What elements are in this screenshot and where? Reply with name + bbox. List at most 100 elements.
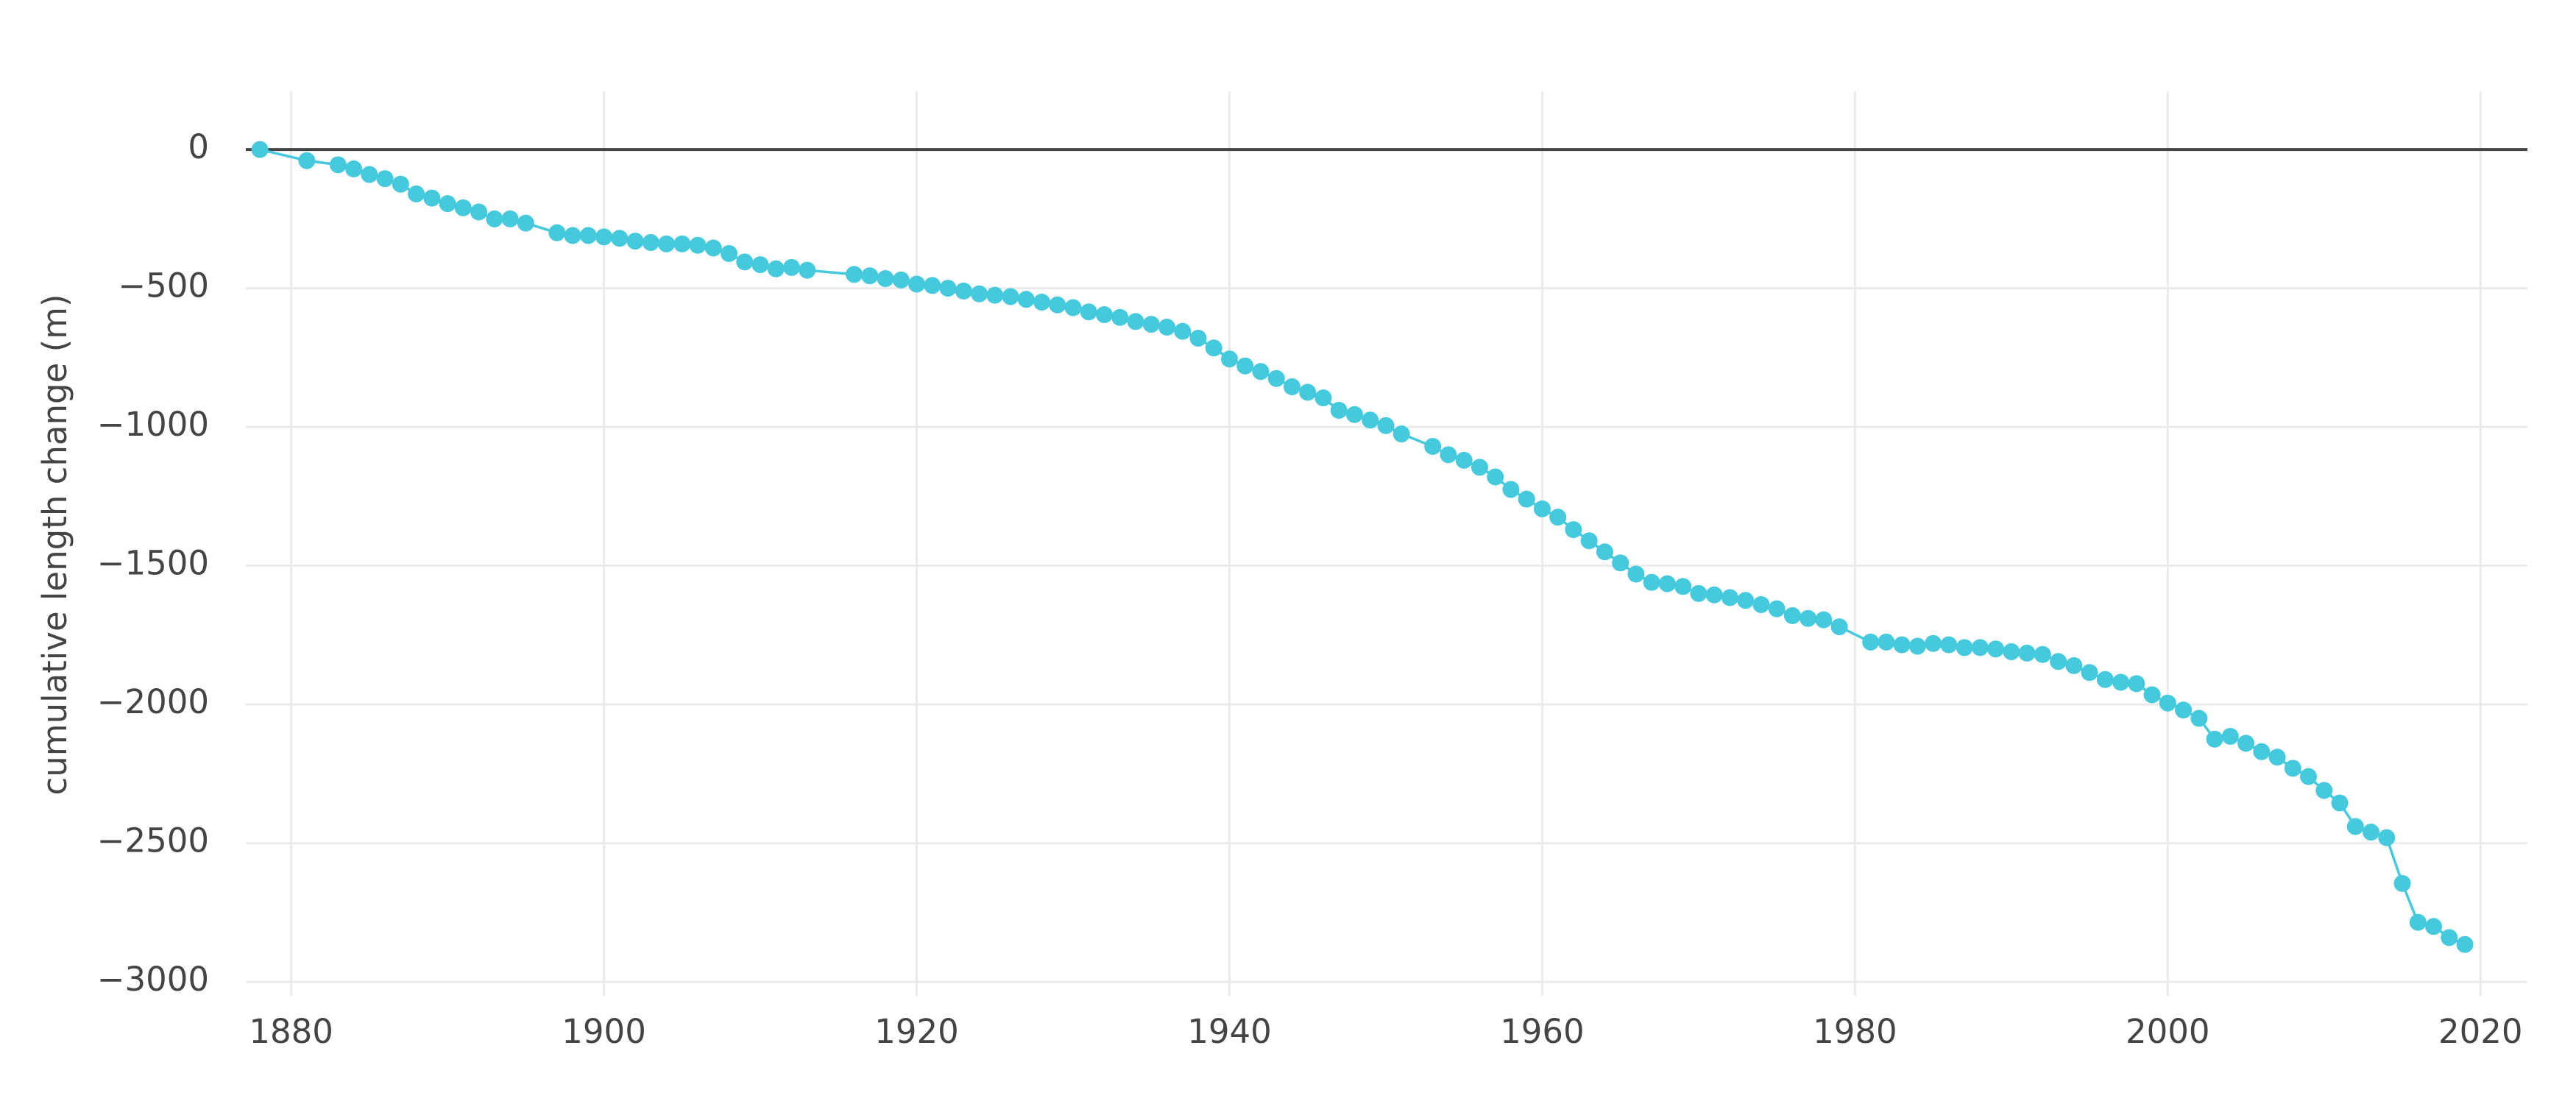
data-point xyxy=(361,166,378,183)
data-point xyxy=(1800,609,1817,627)
data-point xyxy=(2378,829,2396,846)
data-point xyxy=(2221,728,2239,746)
data-point xyxy=(1768,600,1786,618)
data-point xyxy=(2050,653,2067,670)
data-point xyxy=(721,245,738,263)
data-point xyxy=(1721,589,1738,606)
data-point xyxy=(955,282,972,300)
data-point xyxy=(1487,468,1504,486)
data-point xyxy=(642,233,659,251)
data-point xyxy=(2300,768,2318,785)
data-point xyxy=(2393,874,2411,892)
data-point xyxy=(470,203,488,221)
data-point xyxy=(1518,490,1535,508)
data-point xyxy=(1017,291,1035,308)
y-tick-label: −1500 xyxy=(97,544,209,583)
data-point xyxy=(564,227,581,244)
data-point xyxy=(1908,637,1926,655)
data-point xyxy=(298,152,316,169)
data-point xyxy=(439,195,456,213)
data-point xyxy=(501,210,519,227)
data-point xyxy=(846,266,863,283)
data-point xyxy=(783,258,801,276)
data-point xyxy=(423,189,441,207)
x-tick-label: 2020 xyxy=(2438,1012,2523,1051)
data-point xyxy=(986,286,1004,304)
data-point xyxy=(1956,639,1973,657)
data-point xyxy=(1345,406,1363,423)
data-point xyxy=(1862,633,1880,651)
data-point xyxy=(1189,330,1207,347)
y-tick-label: −500 xyxy=(118,266,209,305)
data-point xyxy=(2268,749,2286,766)
data-point xyxy=(1752,595,1770,613)
data-point xyxy=(1533,500,1551,517)
data-point xyxy=(1783,607,1801,625)
data-point xyxy=(2175,701,2193,719)
data-point xyxy=(1893,636,1911,654)
x-tick-label: 1940 xyxy=(1187,1012,1272,1051)
data-point xyxy=(548,224,566,241)
data-point xyxy=(1455,451,1473,469)
data-point xyxy=(1252,363,1270,381)
data-point xyxy=(2206,730,2223,748)
x-tick-label: 2000 xyxy=(2126,1012,2210,1051)
data-point xyxy=(251,141,269,158)
data-point xyxy=(658,235,676,252)
data-point xyxy=(1471,459,1488,476)
data-point xyxy=(799,261,816,279)
data-point xyxy=(1925,634,1942,652)
data-point xyxy=(2112,673,2130,691)
data-point xyxy=(2425,918,2443,935)
y-axis-label: cumulative length change (m) xyxy=(35,294,74,795)
data-point xyxy=(751,256,769,274)
data-point xyxy=(1362,411,1379,429)
data-point xyxy=(1878,633,1895,651)
data-point xyxy=(1142,316,1160,333)
data-point xyxy=(392,175,409,193)
y-tick-label: −2000 xyxy=(97,682,209,721)
data-point xyxy=(1033,294,1050,311)
data-point xyxy=(1111,308,1129,326)
x-tick-label: 1900 xyxy=(562,1012,646,1051)
data-point xyxy=(2253,743,2271,760)
data-point xyxy=(1612,554,1630,572)
data-point xyxy=(1002,288,1019,305)
data-point xyxy=(1377,417,1395,434)
data-point xyxy=(1440,446,1457,464)
data-point xyxy=(2065,657,2083,674)
data-point xyxy=(1424,438,1442,456)
data-point xyxy=(1049,296,1066,314)
data-point xyxy=(704,239,722,257)
data-point xyxy=(2284,760,2301,777)
data-point xyxy=(345,160,363,178)
data-point xyxy=(2346,818,2364,835)
data-point xyxy=(2331,794,2349,812)
data-point xyxy=(2034,645,2051,663)
data-point xyxy=(1095,305,1113,323)
data-point xyxy=(1705,586,1723,604)
x-tick-label: 1960 xyxy=(1500,1012,1585,1051)
data-point xyxy=(1299,383,1317,401)
data-point xyxy=(924,277,941,294)
data-point xyxy=(908,275,926,293)
data-point xyxy=(595,228,613,246)
data-point xyxy=(1658,575,1676,592)
y-tick-label: −2500 xyxy=(97,821,209,860)
data-point xyxy=(1580,532,1598,550)
data-point xyxy=(408,185,425,202)
data-line xyxy=(259,148,2466,946)
data-point xyxy=(861,267,879,285)
data-point xyxy=(2143,686,2161,704)
data-point xyxy=(2096,670,2114,688)
data-point xyxy=(329,156,347,174)
x-tick-label: 1980 xyxy=(1813,1012,1897,1051)
data-point xyxy=(1737,592,1755,609)
data-point xyxy=(736,253,754,271)
data-point xyxy=(1236,357,1254,375)
data-point xyxy=(1502,481,1520,498)
y-tick-label: −3000 xyxy=(97,960,209,999)
data-point xyxy=(2441,929,2458,946)
data-point xyxy=(2003,643,2020,661)
data-point xyxy=(2363,824,2380,841)
